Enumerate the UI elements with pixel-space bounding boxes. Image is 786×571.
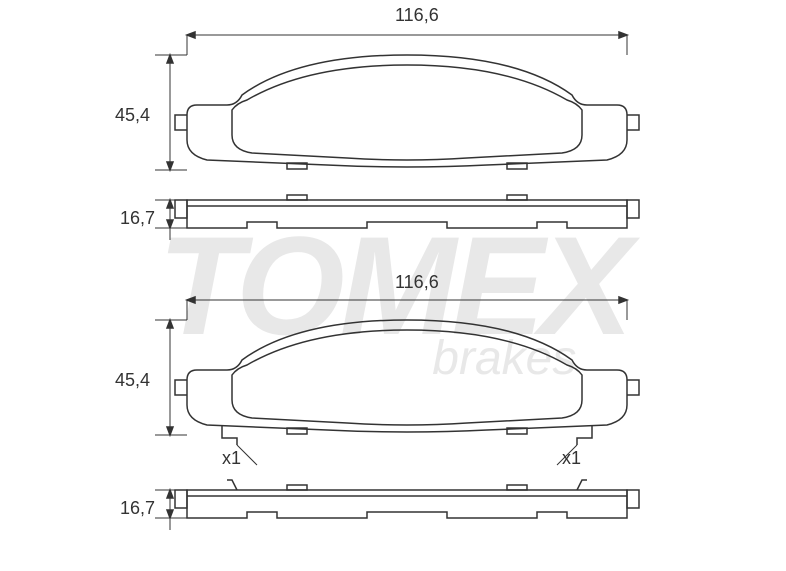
dim-height2: 45,4 [115, 370, 150, 391]
dim-height1: 45,4 [115, 105, 150, 126]
dim-thickness1: 16,7 [120, 208, 155, 229]
dim-thickness2: 16,7 [120, 498, 155, 519]
dim-width-bottom: 116,6 [395, 272, 439, 293]
dim-width-top: 116,6 [395, 5, 439, 26]
technical-drawing [0, 0, 786, 571]
qty-right: x1 [562, 448, 581, 469]
drawing-container: 116,6 45,4 16,7 116,6 45,4 x1 x1 16,7 [0, 0, 786, 571]
qty-left: x1 [222, 448, 241, 469]
